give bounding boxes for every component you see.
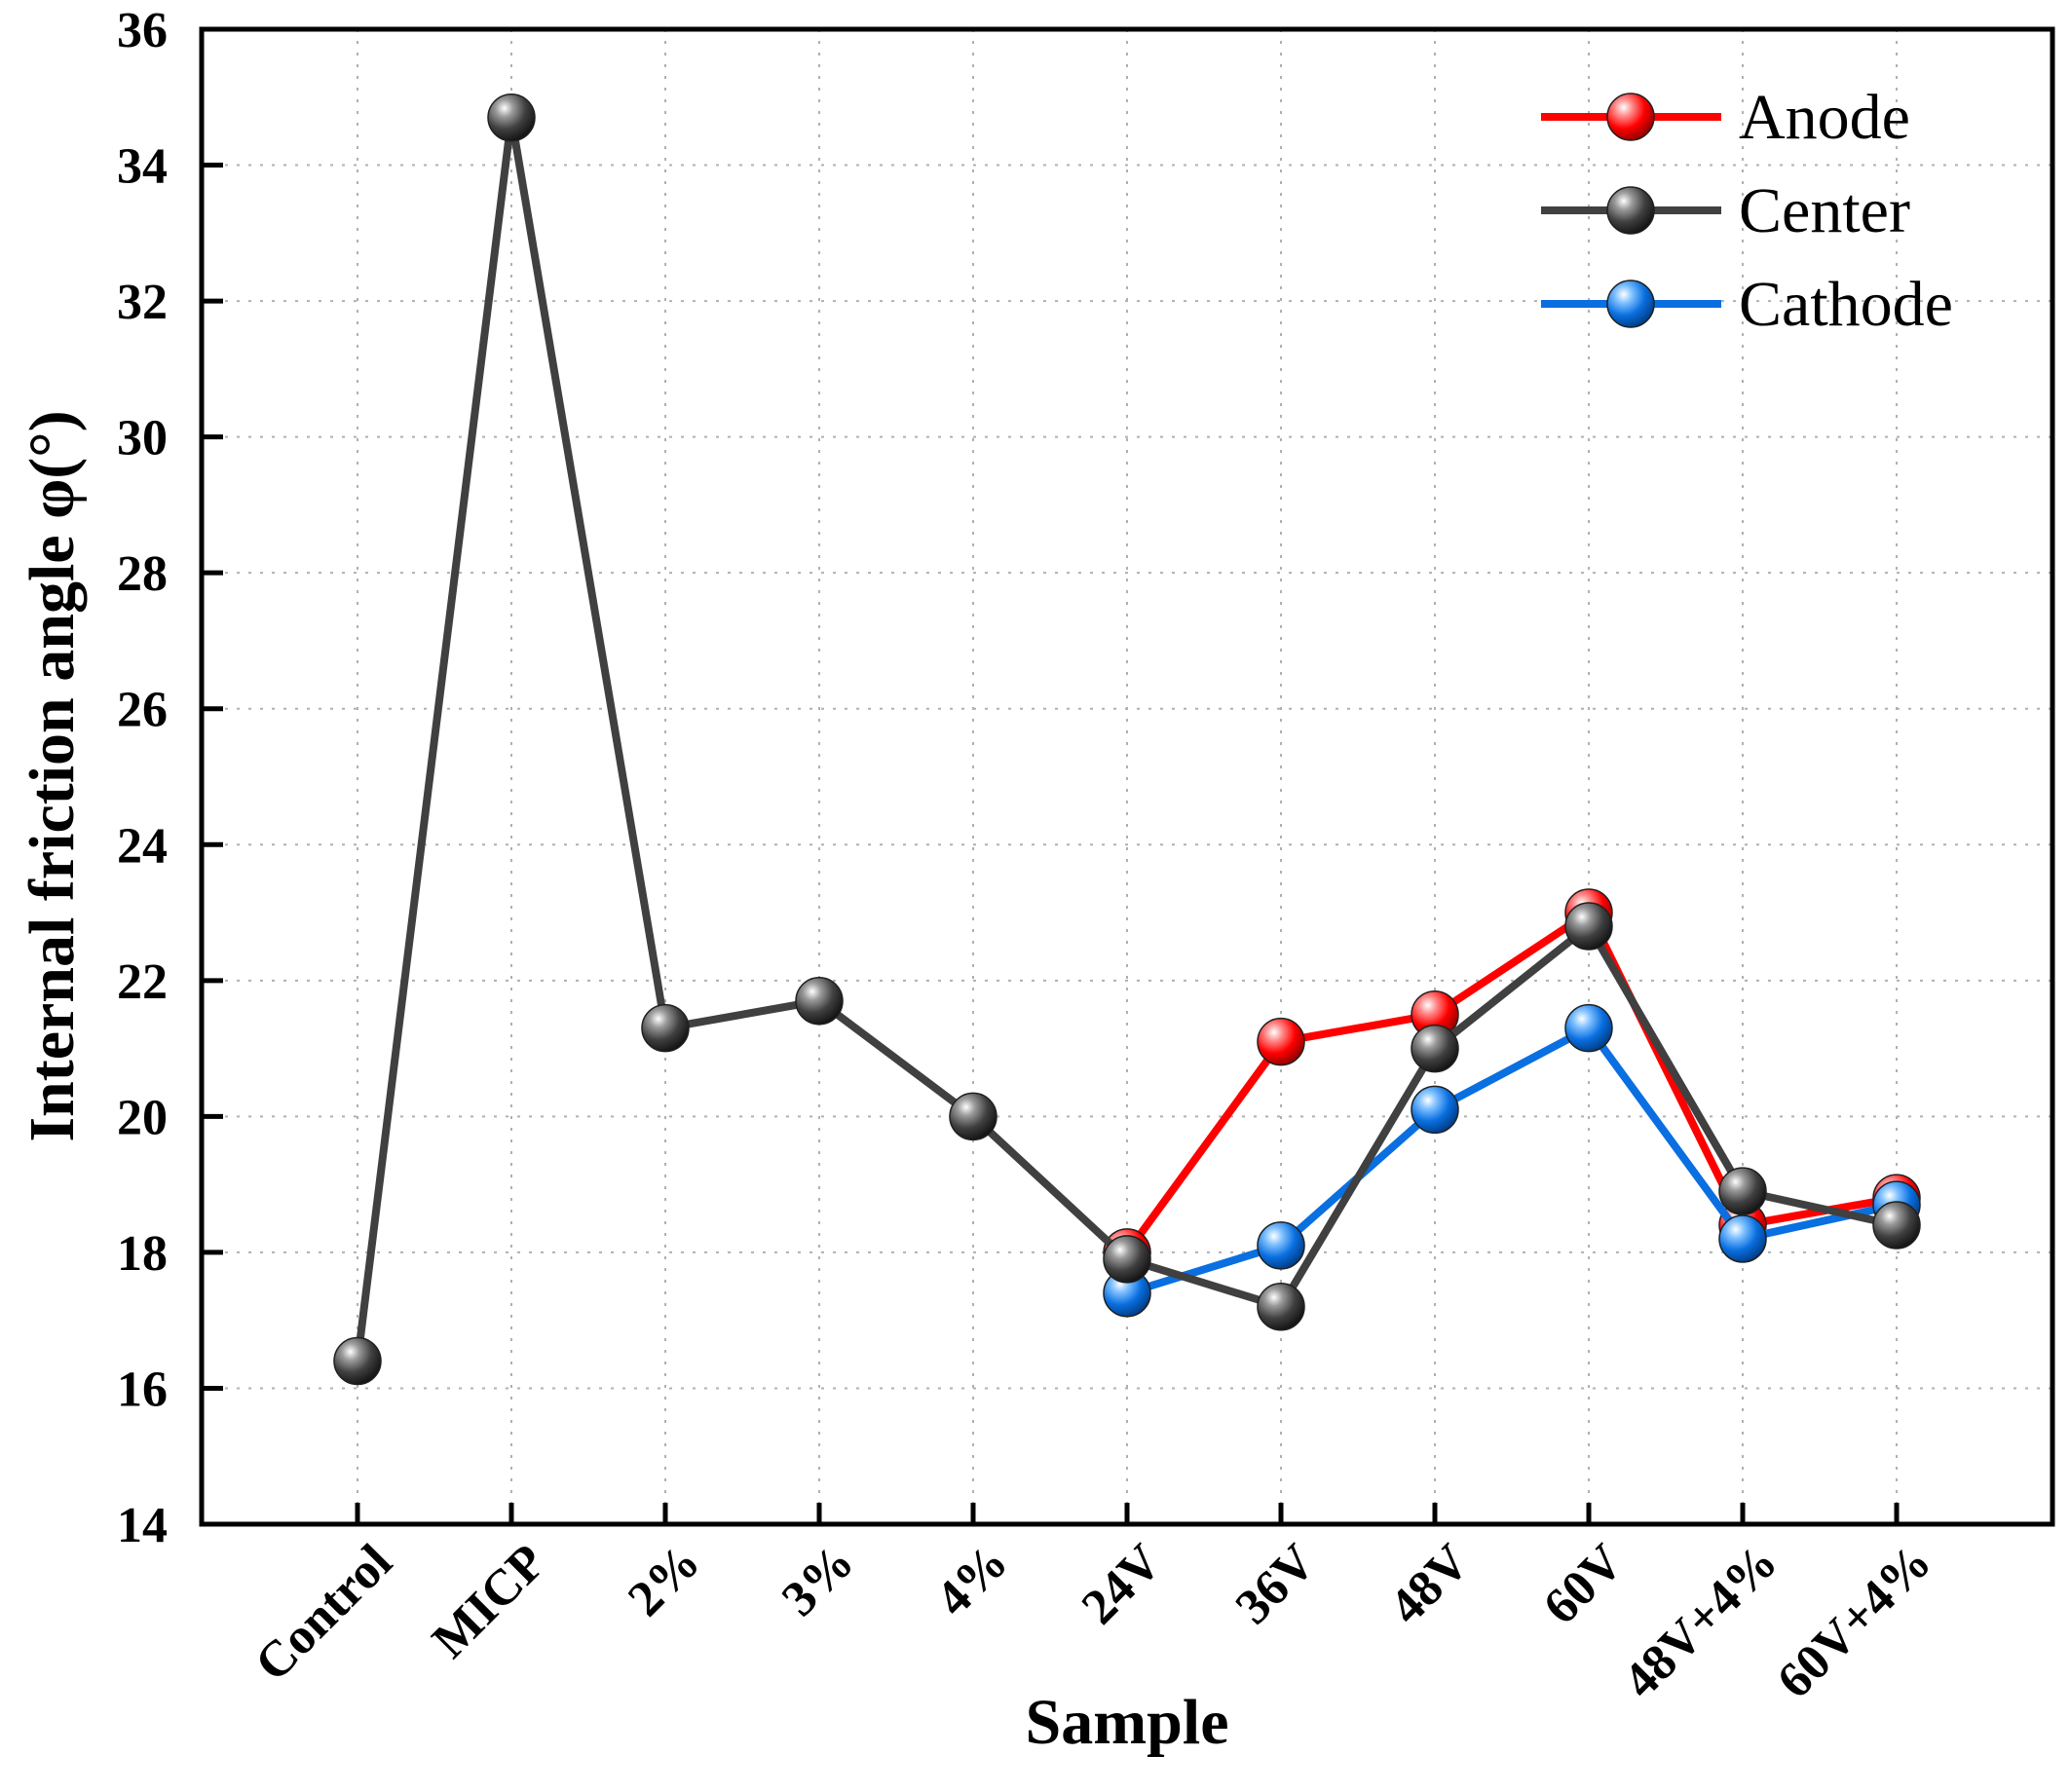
legend-swatch-marker (1606, 280, 1655, 328)
data-point-center (487, 93, 536, 142)
y-tick-label: 28 (117, 546, 168, 602)
series-cathode (1103, 1003, 1921, 1318)
data-point-cathode (1257, 1221, 1305, 1270)
x-tick-label: 24V (1072, 1534, 1173, 1635)
y-axis: 14 16 18 20 22 24 26 28 30 32 34 36 (117, 3, 223, 1553)
y-tick-label: 14 (117, 1498, 168, 1553)
y-tick-label: 18 (117, 1226, 168, 1282)
x-tick-label: Control (245, 1534, 402, 1692)
x-tick-label: 36V (1225, 1534, 1327, 1635)
x-tick-label: 48V (1379, 1534, 1481, 1635)
legend-item-cathode: Cathode (1541, 269, 1953, 340)
legend-swatch-marker (1606, 93, 1655, 141)
x-tick-label: 60V (1533, 1534, 1635, 1635)
data-point-cathode (1718, 1214, 1767, 1263)
x-tick-label: 3% (772, 1534, 864, 1626)
data-point-center (641, 1003, 690, 1053)
x-tick-label: 2% (618, 1534, 710, 1626)
y-tick-label: 34 (117, 139, 168, 195)
y-tick-label: 32 (117, 275, 168, 330)
x-axis-title: Sample (1025, 1687, 1228, 1758)
y-tick-label: 30 (117, 411, 168, 467)
data-point-cathode (1564, 1003, 1613, 1053)
y-tick-label: 22 (117, 954, 168, 1010)
legend-label: Cathode (1739, 269, 1953, 340)
y-tick-label: 36 (117, 3, 168, 58)
legend-label: Center (1739, 175, 1910, 246)
x-axis: Control MICP 2% 3% 4% 24V 36V 48V 60V48V+4%60V+4… (245, 1503, 1941, 1709)
series-line-anode (1123, 909, 1898, 1255)
legend-label: Anode (1739, 82, 1910, 153)
data-point-center (333, 1336, 382, 1386)
data-point-center (1257, 1282, 1305, 1331)
y-tick-label: 16 (117, 1362, 168, 1417)
series-line-cathode (1125, 1024, 1898, 1297)
legend-swatch-marker (1606, 186, 1655, 235)
data-point-center (1411, 1024, 1459, 1073)
x-tick-label: 48V+4% (1613, 1534, 1788, 1709)
data-point-center (1103, 1235, 1151, 1284)
y-axis-title: Internal friction angle φ(°) (17, 410, 88, 1141)
series-center (333, 93, 1921, 1386)
x-tick-label: MICP (422, 1534, 556, 1668)
data-point-center (1872, 1201, 1921, 1250)
series-group (333, 93, 1921, 1386)
legend: Anode Center Cathode (1541, 82, 1953, 340)
x-tick-label: 60V+4% (1767, 1534, 1942, 1709)
y-tick-label: 26 (117, 683, 168, 738)
x-tick-label: 4% (925, 1534, 1018, 1626)
data-point-center (949, 1092, 997, 1141)
data-point-center (1564, 902, 1613, 951)
legend-item-anode: Anode (1541, 82, 1910, 153)
data-point-center (1718, 1167, 1767, 1215)
data-point-anode (1257, 1017, 1305, 1066)
y-tick-label: 24 (117, 818, 168, 874)
data-point-center (795, 977, 844, 1026)
data-point-cathode (1411, 1085, 1459, 1135)
y-tick-label: 20 (117, 1090, 168, 1145)
legend-item-center: Center (1541, 175, 1910, 246)
series-anode (1103, 888, 1921, 1277)
